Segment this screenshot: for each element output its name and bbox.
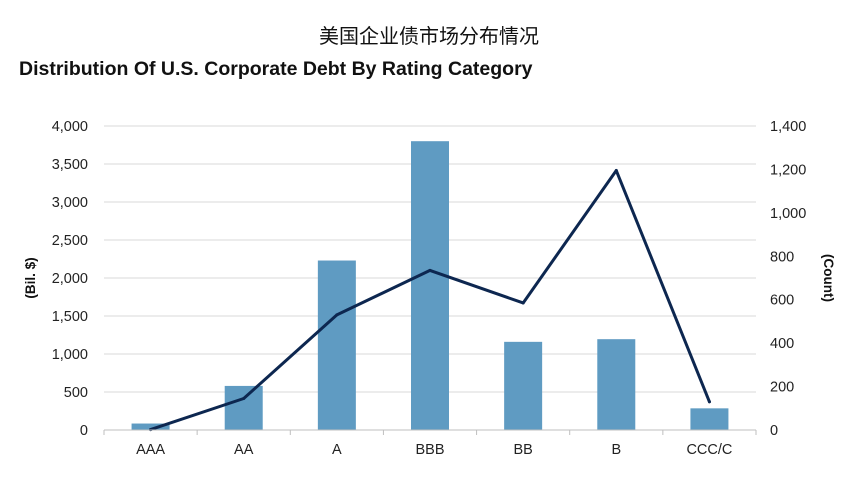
count-point-bb (521, 301, 525, 305)
y2-tick-label: 800 (770, 249, 794, 265)
bar-bb (504, 341, 543, 430)
x-tick-label: A (332, 442, 342, 458)
x-tick-label: AAA (136, 442, 165, 458)
y2-tick-label: 1,000 (770, 206, 806, 222)
y-tick-label: 2,000 (52, 271, 88, 287)
x-tick-label: AA (234, 442, 254, 458)
count-point-bbb (428, 268, 432, 272)
x-tick-label: BBB (415, 442, 444, 458)
y-tick-label: 1,500 (52, 309, 88, 325)
y-tick-label: 3,000 (52, 195, 88, 211)
y-tick-label: 3,500 (52, 157, 88, 173)
y2-tick-label: 1,200 (770, 162, 806, 178)
y-tick-label: 1,000 (52, 347, 88, 363)
chinese-title: 美国企业债市场分布情况 (319, 24, 539, 48)
bar-cccc (690, 408, 729, 430)
x-tick-label: CCC/C (686, 442, 732, 458)
line-series (149, 169, 711, 432)
bar-a (317, 260, 356, 430)
y2-tick-label: 400 (770, 336, 794, 352)
count-point-cccc (707, 400, 711, 404)
x-tick-label: BB (513, 442, 532, 458)
y2-tick-label: 1,400 (770, 119, 806, 135)
bar-series (131, 141, 729, 430)
y2-axis-label: (Count) (821, 254, 836, 302)
bar-bbb (411, 141, 449, 430)
y-axis-label: (Bil. $) (23, 257, 38, 298)
bar-aaa (131, 423, 170, 430)
bar-aa (224, 385, 263, 430)
count-point-a (335, 313, 339, 317)
bar-b (597, 339, 636, 430)
chart-title: Distribution Of U.S. Corporate Debt By R… (19, 58, 533, 80)
y-tick-label: 2,500 (52, 233, 88, 249)
count-point-aa (242, 397, 246, 401)
x-tick-label: B (611, 442, 621, 458)
y2-tick-label: 600 (770, 293, 794, 309)
count-point-b (614, 169, 618, 173)
y-tick-label: 4,000 (52, 119, 88, 135)
y2-tick-label: 0 (770, 423, 778, 439)
y-tick-label: 500 (64, 385, 88, 401)
y2-tick-label: 200 (770, 380, 794, 396)
y-tick-label: 0 (80, 423, 88, 439)
axes: 0 500 1,000 1,500 2,000 2,500 3,000 3,500 4,000 0… (52, 119, 807, 458)
